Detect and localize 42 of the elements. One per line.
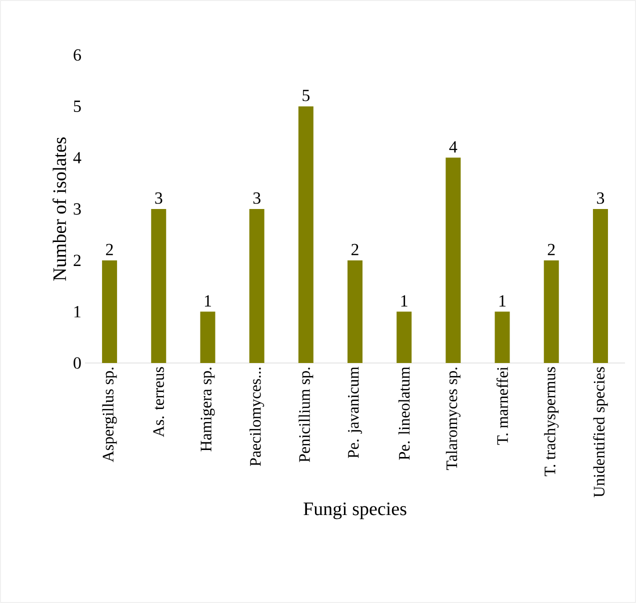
bar xyxy=(544,260,559,363)
x-tick-label: As. terreus xyxy=(153,367,164,438)
y-axis-title: Number of isolates xyxy=(52,137,66,281)
y-tick-label: 1 xyxy=(74,306,80,318)
y-tick-label: 4 xyxy=(73,152,82,164)
x-tick-label: Hamigera sp. xyxy=(200,368,215,452)
x-tick-label: Pe. javanicum xyxy=(348,366,362,458)
data-label: 2 xyxy=(548,244,555,256)
bar xyxy=(151,209,166,363)
x-tick-label: Unidentified species xyxy=(593,367,608,498)
data-label: 3 xyxy=(597,192,604,204)
data-label: 4 xyxy=(449,141,458,152)
y-tick-label: 5 xyxy=(74,100,81,112)
y-tick-label: 0 xyxy=(74,357,81,369)
data-label: 5 xyxy=(302,90,310,102)
bar xyxy=(102,260,118,363)
bar xyxy=(446,158,461,363)
x-tick-label: T. trachyspermus xyxy=(544,367,559,476)
data-label: 3 xyxy=(155,192,162,204)
bar xyxy=(396,312,412,363)
data-label: 1 xyxy=(401,295,408,306)
data-label: 2 xyxy=(352,244,358,256)
bar xyxy=(249,209,264,363)
x-tick-label: T. marneffei xyxy=(496,366,508,445)
bar xyxy=(200,312,216,363)
data-label: 1 xyxy=(500,295,506,306)
x-tick-label: Talaromyces sp. xyxy=(446,368,460,470)
x-axis-title: Fungi species xyxy=(304,502,406,520)
x-tick-label: Aspergillus sp. xyxy=(102,368,117,462)
x-tick-label: Pe. lineolatum xyxy=(398,366,410,460)
bar xyxy=(592,209,608,363)
x-tick-label: Penicillium sp. xyxy=(298,368,314,462)
bar xyxy=(298,106,314,363)
y-tick-label: 6 xyxy=(74,49,81,61)
bar xyxy=(348,260,363,363)
data-label: 1 xyxy=(204,295,211,306)
data-label: 3 xyxy=(253,192,260,204)
y-tick-label: 2 xyxy=(74,254,81,266)
x-tick-label: Paecilomyces... xyxy=(250,368,264,466)
y-tick-label: 3 xyxy=(74,203,81,215)
data-label: 2 xyxy=(106,244,113,256)
bar xyxy=(494,312,510,363)
